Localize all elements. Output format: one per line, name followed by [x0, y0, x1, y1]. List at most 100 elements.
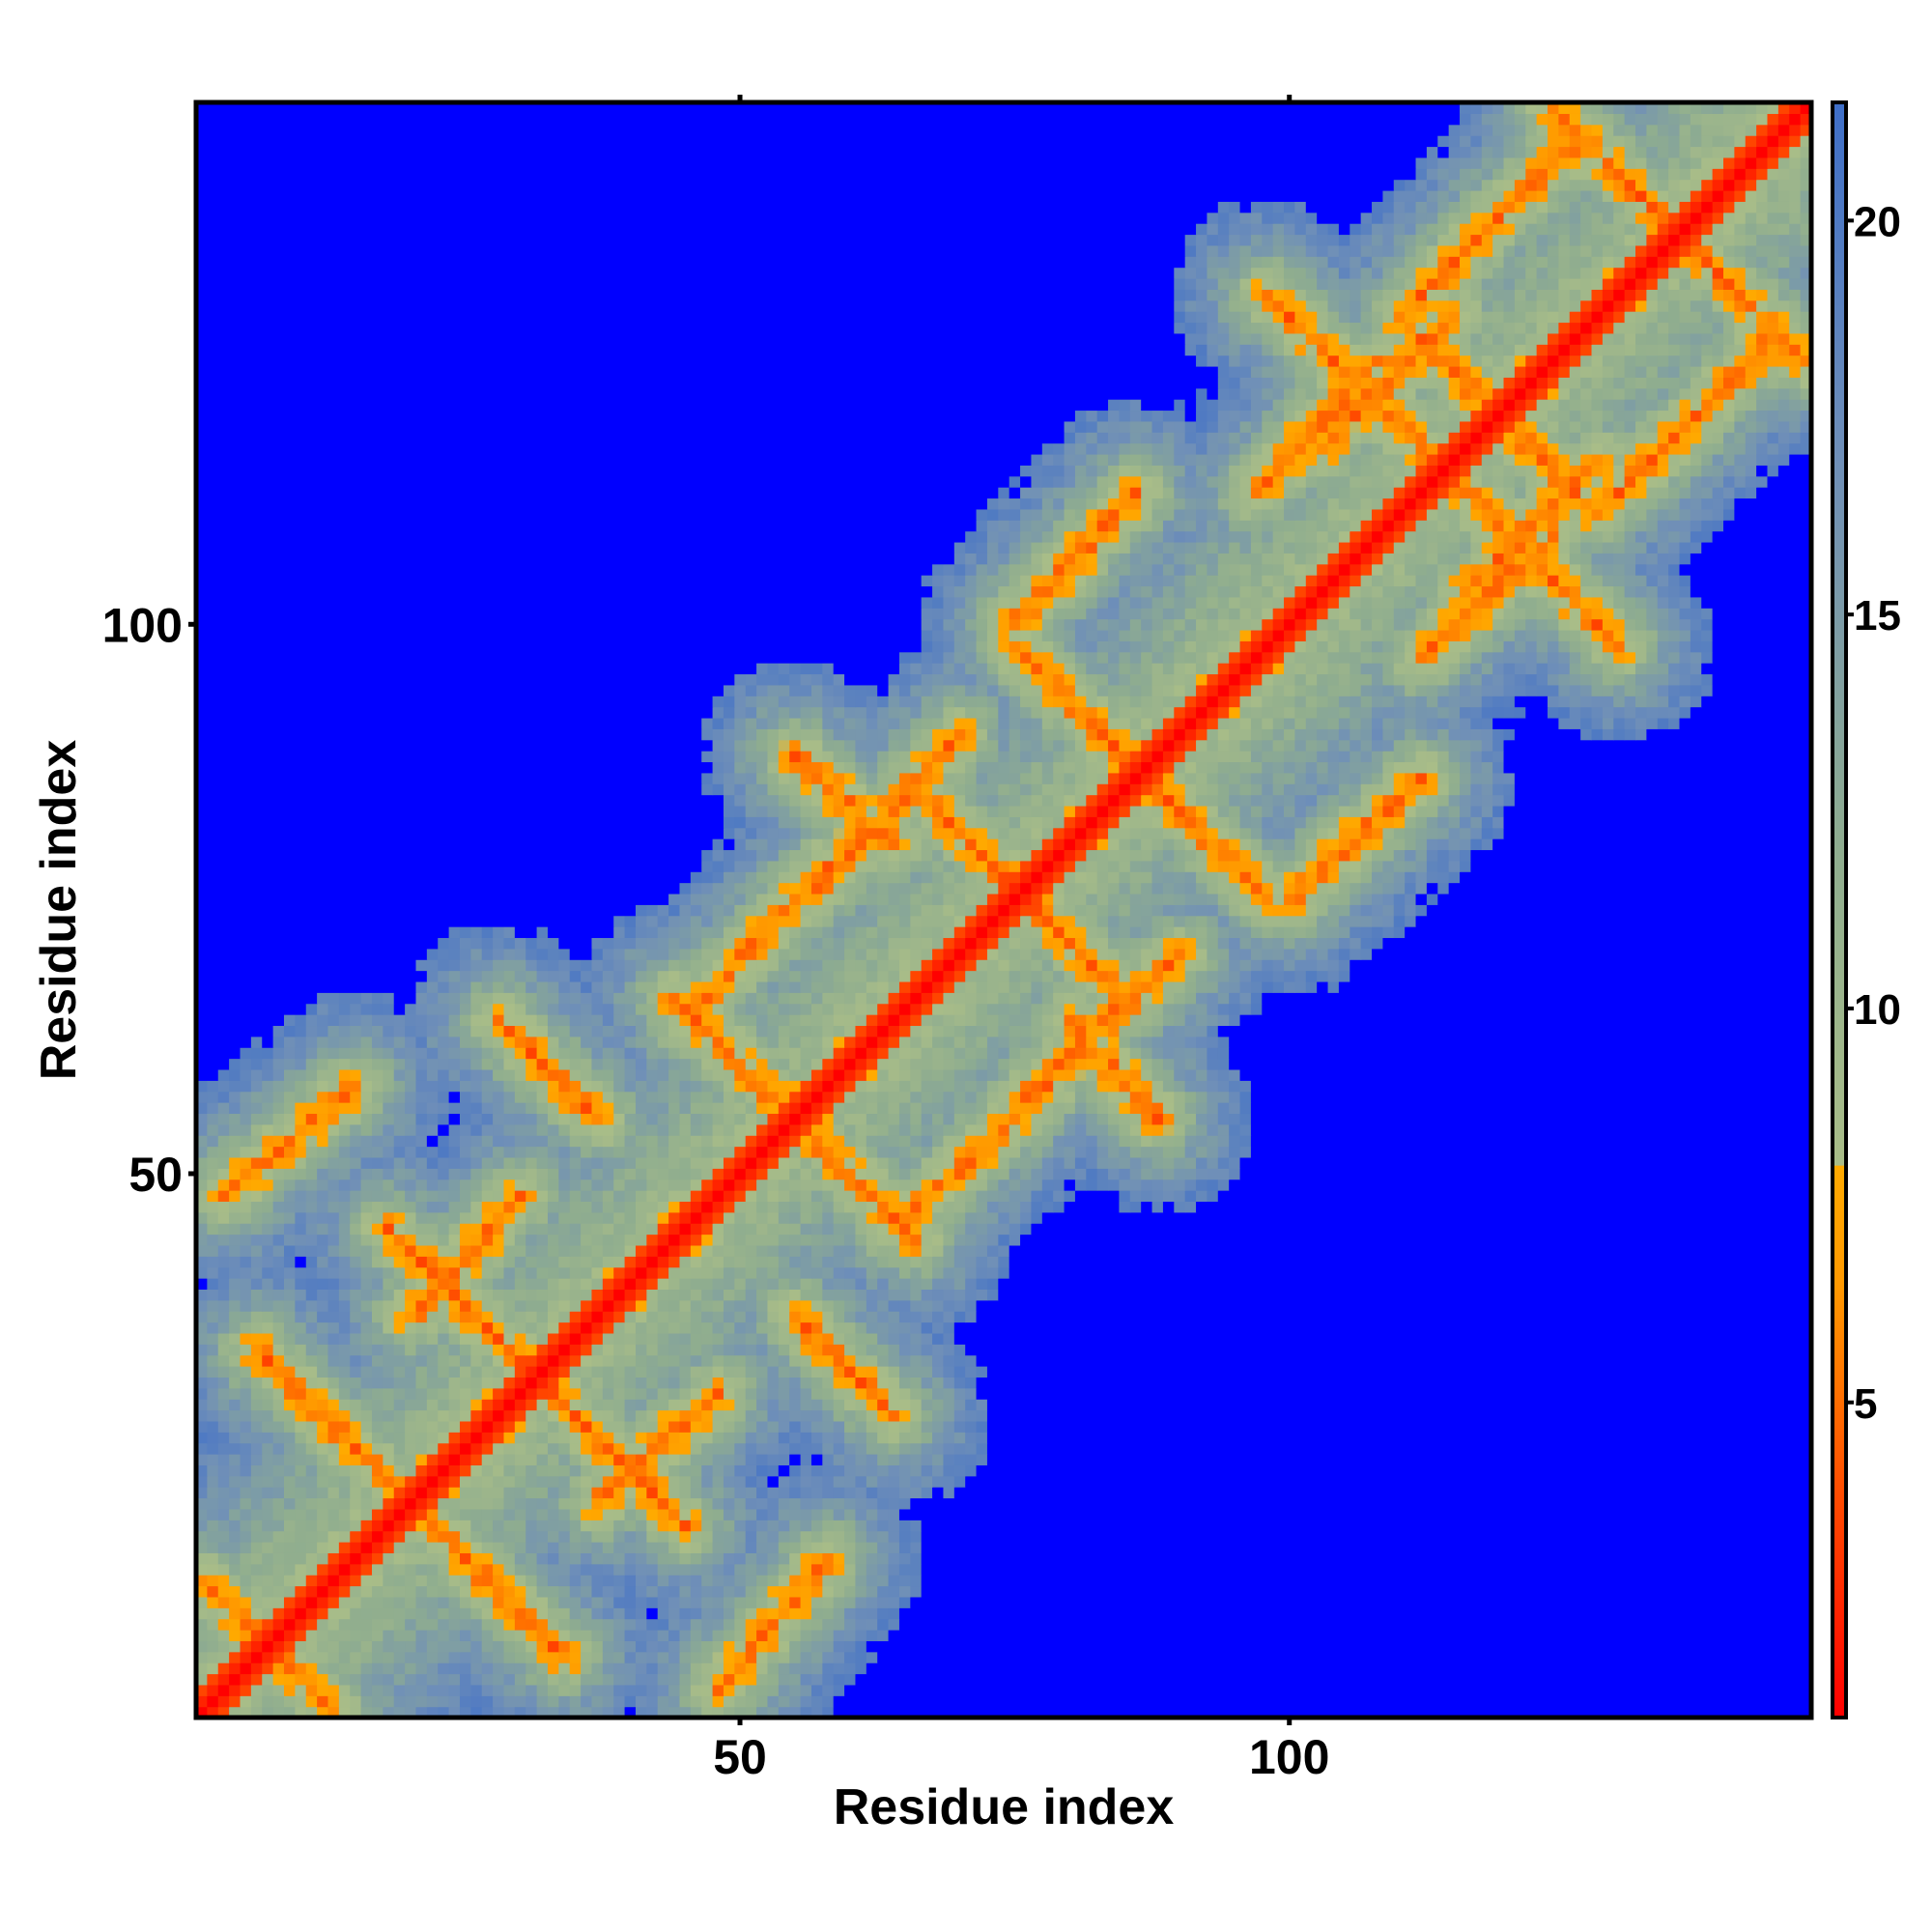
heatmap-cell-run [305, 1080, 318, 1093]
heatmap-cell-run [503, 1201, 516, 1213]
heatmap-cell-run [338, 1179, 351, 1191]
heatmap-cell-run [712, 1299, 724, 1312]
heatmap-cell-run [470, 1454, 483, 1465]
heatmap-cell-run [262, 1058, 274, 1070]
heatmap-cell-run [250, 1432, 263, 1444]
heatmap-cell-run [415, 1102, 428, 1115]
heatmap-cell-run [866, 1344, 878, 1356]
heatmap-cell-run [240, 1575, 252, 1587]
heatmap-cell-run [965, 1399, 978, 1411]
heatmap-cell-run [558, 1123, 571, 1136]
heatmap-cell-run [668, 1542, 681, 1553]
heatmap-cell-run [229, 1223, 242, 1236]
heatmap-cell-run [514, 1190, 526, 1203]
heatmap-cell-run [690, 1432, 702, 1444]
heatmap-cell-run [1141, 992, 1153, 1005]
heatmap-cell-run [371, 1289, 384, 1301]
heatmap-cell-run [569, 992, 582, 1005]
heatmap-cell-run [438, 1497, 450, 1510]
heatmap-cell-run [503, 1332, 516, 1345]
heatmap-cell-run [196, 1123, 208, 1136]
heatmap-cell-run [1020, 1003, 1033, 1015]
heatmap-cell-run [503, 1223, 516, 1236]
heatmap-cell-run [283, 1508, 296, 1520]
heatmap-cell-run [723, 1585, 735, 1598]
heatmap-cell-run [822, 1014, 835, 1027]
heatmap-cell-run [250, 1662, 263, 1675]
heatmap-cell-run [547, 1618, 559, 1631]
heatmap-cell-run [405, 1190, 417, 1203]
heatmap-cell-run [778, 1299, 790, 1312]
heatmap-cell-run [262, 1630, 274, 1641]
heatmap-cell-run [855, 1344, 867, 1356]
heatmap-cell-run [536, 1080, 549, 1093]
heatmap-cell-run [756, 1278, 769, 1290]
heatmap-cell-run [272, 1575, 285, 1587]
heatmap-cell-run [778, 1695, 790, 1708]
heatmap-cell-run [822, 1596, 835, 1608]
heatmap-cell-run [283, 1080, 296, 1093]
heatmap-cell-run [536, 1146, 549, 1158]
heatmap-cell-run [317, 1123, 329, 1136]
heatmap-cell-run [481, 1464, 494, 1477]
heatmap-cell-run [591, 1651, 604, 1663]
heatmap-cell-run [844, 1332, 857, 1345]
heatmap-cell-run [898, 1299, 911, 1312]
heatmap-cell-run [613, 1497, 626, 1510]
heatmap-cell-run [283, 1706, 296, 1719]
heatmap-cell-run [624, 1409, 637, 1422]
heatmap-cell-run [833, 1058, 845, 1070]
heatmap-cell-run [943, 1234, 955, 1246]
heatmap-cell-run [953, 1399, 966, 1411]
heatmap-cell-run [383, 1299, 395, 1312]
heatmap-cell-run [943, 1244, 955, 1257]
heatmap-cell-run [536, 1673, 549, 1686]
heatmap-cell-run [393, 1211, 406, 1224]
heatmap-cell-run [932, 1311, 945, 1323]
heatmap-cell-run [283, 1552, 307, 1565]
heatmap-cell-run [844, 1552, 857, 1565]
heatmap-cell-run [810, 1432, 823, 1444]
heatmap-cell-run [745, 1387, 757, 1400]
heatmap-cell-run [360, 1420, 373, 1433]
heatmap-cell-run [921, 1387, 933, 1400]
heatmap-cell-run [317, 1146, 329, 1158]
heatmap-cell-run [448, 1344, 461, 1356]
heatmap-cell-run [514, 1036, 526, 1048]
heatmap-cell-run [778, 1014, 790, 1027]
heatmap-cell-run [998, 992, 1010, 1005]
heatmap-cell-run [558, 1377, 571, 1389]
heatmap-cell-run [712, 1014, 724, 1027]
heatmap-cell-run [910, 1377, 923, 1389]
heatmap-cell-run [953, 1102, 966, 1115]
heatmap-cell-run [866, 1080, 878, 1093]
heatmap-cell-run [679, 1706, 692, 1719]
heatmap-cell-run [327, 1179, 340, 1191]
heatmap-cell-run [547, 1542, 559, 1553]
heatmap-cell-run [756, 1223, 769, 1236]
heatmap-cell-run [317, 1266, 329, 1279]
heatmap-cell-run [679, 1552, 692, 1565]
heatmap-cell-run [1119, 1146, 1131, 1158]
heatmap-cell-run [338, 1047, 351, 1060]
heatmap-cell-run [558, 1640, 571, 1653]
heatmap-cell-run [371, 1299, 384, 1312]
heatmap-cell-run [866, 1487, 878, 1499]
heatmap-cell-run [668, 1036, 681, 1048]
heatmap-cell-run [283, 1420, 296, 1433]
heatmap-cell-run [976, 1377, 1812, 1389]
heatmap-cell-run [756, 1003, 769, 1015]
heatmap-cell-run [327, 1003, 340, 1015]
heatmap-cell-run [459, 1190, 471, 1203]
heatmap-cell-run [668, 1344, 681, 1356]
heatmap-cell-run [789, 1618, 802, 1631]
heatmap-cell-run [305, 1091, 318, 1103]
heatmap-cell-run [932, 1146, 945, 1158]
heatmap-cell-run [953, 1311, 966, 1323]
heatmap-cell-run [415, 1563, 428, 1576]
heatmap-cell-run [1009, 1266, 1812, 1279]
heatmap-cell-run [1086, 1156, 1098, 1169]
heatmap-cell-run [822, 1080, 835, 1093]
heatmap-cell-run [734, 1706, 747, 1719]
heatmap-cell-run [229, 1266, 242, 1279]
